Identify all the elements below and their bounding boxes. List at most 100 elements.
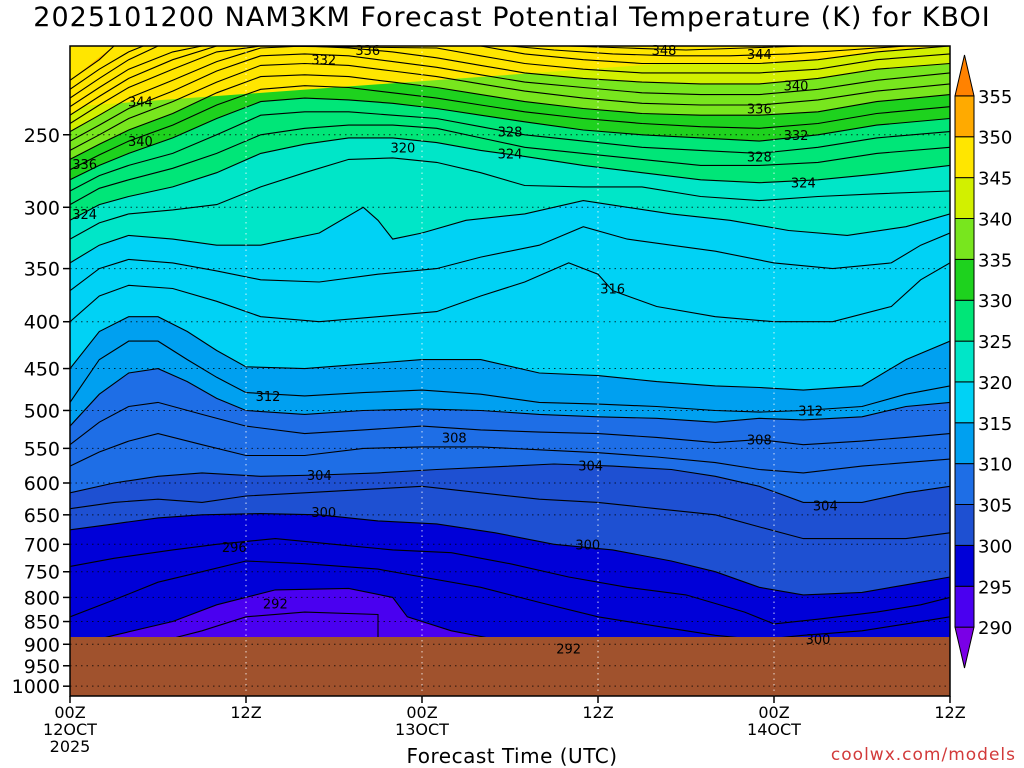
- contour-label: 308: [747, 434, 772, 449]
- isentrope-344: [70, 46, 950, 116]
- colorbar-label: 295: [978, 577, 1012, 598]
- y-tick-label: 950: [24, 656, 60, 678]
- colorbar-label: 330: [978, 291, 1012, 312]
- isentrope-308: [70, 401, 950, 446]
- y-tick-label: 650: [24, 505, 60, 527]
- isentrope-348: [70, 46, 804, 99]
- y-tick-label: 500: [24, 400, 60, 422]
- isentrope-322: [70, 157, 950, 240]
- contour-label: 300: [575, 538, 600, 553]
- isentrope-314: [70, 316, 950, 391]
- isentrope-328: [70, 111, 950, 192]
- isentrope-342: [70, 46, 950, 124]
- isentrope-346: [70, 46, 907, 108]
- y-tick-label: 900: [24, 634, 60, 656]
- isentrope-300: [70, 513, 950, 596]
- colorbar-label: 320: [978, 373, 1012, 394]
- isentrope-298: [70, 538, 950, 625]
- isentrope-318: [70, 226, 950, 292]
- isentrope-334: [70, 74, 950, 160]
- colorbar-label: 290: [978, 618, 1012, 639]
- contour-label: 312: [256, 390, 281, 405]
- colorbar-label: 305: [978, 496, 1012, 517]
- y-tick-label: 700: [24, 534, 60, 556]
- y-tick-label: 400: [24, 312, 60, 334]
- contour-label: 324: [498, 147, 523, 162]
- theta-pocket-3: [70, 46, 804, 99]
- x-tick-label: 13OCT: [395, 720, 449, 739]
- colorbar-swatch: [954, 340, 975, 383]
- colorbar-label: 350: [978, 128, 1012, 149]
- colorbar-swatch: [954, 217, 975, 260]
- x-axis-label: Forecast Time (UTC): [406, 744, 618, 768]
- y-tick-label: 550: [24, 438, 60, 460]
- colorbar-swatch: [954, 177, 975, 219]
- theta-pocket-4: [70, 46, 144, 90]
- credit-text: coolwx.com/models: [830, 745, 1016, 765]
- isentrope-336: [70, 62, 950, 151]
- x-tick-label: 14OCT: [747, 720, 801, 739]
- contour-label: 316: [600, 283, 625, 298]
- x-tick-label: 00Z: [54, 703, 85, 722]
- colorbar-label: 345: [978, 169, 1012, 190]
- contour-label: 344: [128, 96, 153, 111]
- contour-label: 308: [442, 431, 467, 446]
- y-tick-label: 1000: [12, 676, 60, 698]
- x-tick-label: 00Z: [758, 703, 789, 722]
- isentrope-layer: [70, 46, 950, 651]
- contour-label: 304: [578, 459, 603, 474]
- contour-label: 312: [798, 404, 823, 419]
- contour-label: 332: [311, 54, 336, 69]
- contour-label: 336: [72, 158, 97, 173]
- colorbar-swatch: [954, 422, 975, 465]
- isentrope-306: [70, 433, 950, 474]
- contour-label: 328: [498, 126, 523, 141]
- contour-label: 340: [128, 135, 153, 150]
- colorbar-swatch: [954, 258, 975, 301]
- colorbar-swatch: [954, 381, 975, 424]
- contour-label: 340: [784, 80, 809, 95]
- x-tick-label: 12OCT: [43, 720, 97, 739]
- isentrope-350: [70, 46, 144, 90]
- y-tick-label: 350: [24, 259, 60, 281]
- contour-label: 324: [72, 208, 97, 223]
- isentrope-326: [70, 124, 950, 206]
- y-tick-label: 600: [24, 473, 60, 495]
- contour-label: 304: [813, 500, 838, 515]
- contour-label: 324: [791, 177, 816, 192]
- y-tick-label: 850: [24, 612, 60, 634]
- y-tick-label: 250: [24, 125, 60, 147]
- x-tick-label: 12Z: [582, 703, 613, 722]
- y-tick-label: 450: [24, 359, 60, 381]
- plot-frame: [69, 45, 951, 697]
- contour-label-layer: 344 340 336 324 332 336 320 328 324 348 344 340 336 3…: [72, 44, 837, 658]
- y-axis: 2503003504004505005506006507007508008509…: [12, 125, 70, 698]
- colorbar-swatch: [954, 54, 975, 97]
- colorbar-swatch: [954, 95, 975, 138]
- colorbar: 290 295 300 305 310 315 320 325 330 335 340 345 350 3…: [954, 54, 1012, 669]
- contour-label: 300: [311, 506, 336, 521]
- contour-label: 332: [784, 129, 809, 144]
- isentrope-338: [70, 53, 950, 142]
- isentrope-302: [70, 485, 950, 540]
- y-tick-label: 750: [24, 562, 60, 584]
- colorbar-swatch: [954, 504, 975, 546]
- isentrope-312: [70, 340, 950, 413]
- colorbar-label: 310: [978, 455, 1012, 476]
- contour-label: 292: [556, 643, 581, 658]
- chart-title: 2025101200 NAM3KM Forecast Potential Tem…: [33, 2, 991, 33]
- x-tick-label: 12Z: [230, 703, 261, 722]
- colorbar-swatch: [954, 585, 975, 628]
- isentrope-296: [70, 560, 950, 641]
- colorbar-swatch: [954, 626, 975, 669]
- colorbar-swatch: [954, 463, 975, 506]
- colorbar-label: 340: [978, 209, 1012, 230]
- colorbar-swatch: [954, 299, 975, 342]
- contour-label: 344: [747, 48, 772, 63]
- contour-label: 336: [747, 102, 772, 117]
- grid-lines: [69, 46, 951, 696]
- colorbar-label: 300: [978, 536, 1012, 557]
- isentrope-340: [70, 46, 950, 133]
